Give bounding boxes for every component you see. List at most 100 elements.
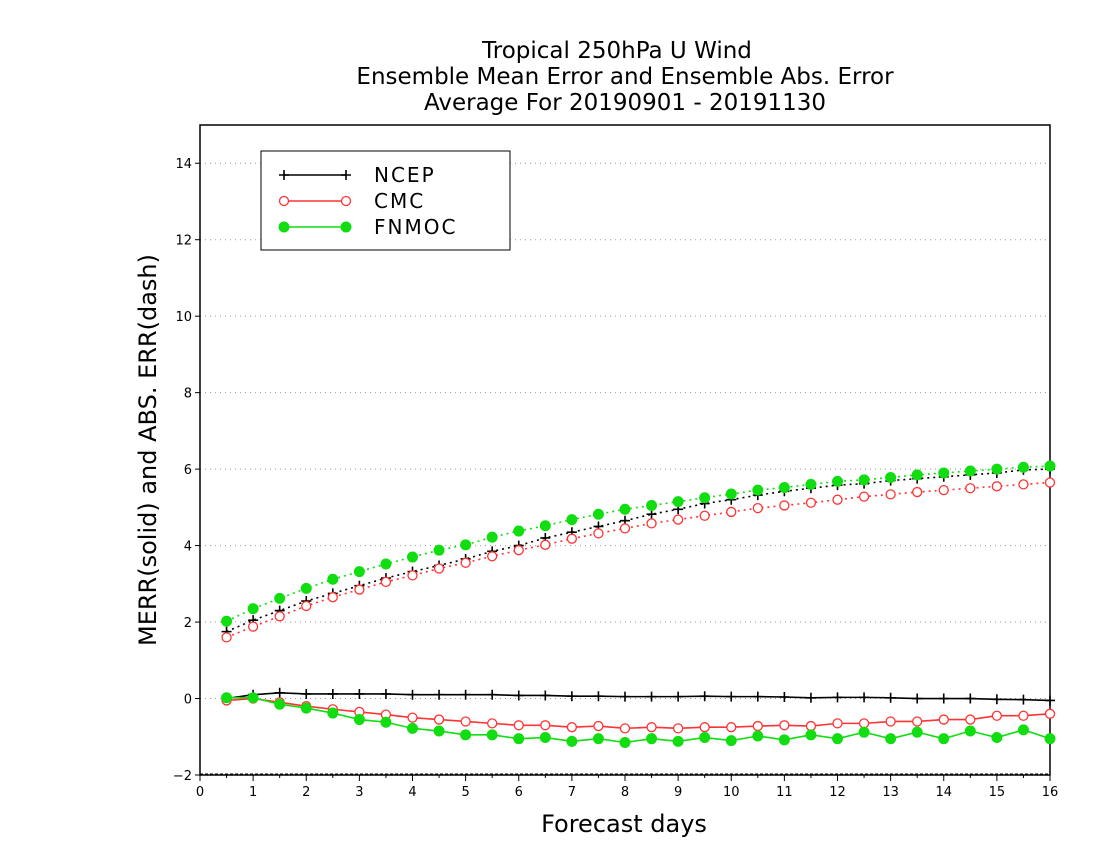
data-point-cmc — [540, 539, 551, 550]
y-axis-label: MERR(solid) and ABS. ERR(dash) — [134, 254, 162, 646]
data-point-fnmoc — [486, 729, 498, 741]
data-point-fnmoc — [300, 582, 312, 594]
data-point-ncep — [673, 691, 684, 702]
data-point-ncep — [859, 692, 870, 703]
data-point-fnmoc — [752, 730, 764, 742]
data-point-cmc — [1018, 710, 1029, 721]
merr-line-cmc — [226, 697, 1051, 730]
data-point-cmc — [274, 611, 285, 622]
data-point-fnmoc — [1017, 461, 1029, 473]
data-point-cmc — [805, 497, 817, 508]
data-point-fnmoc — [991, 463, 1003, 475]
data-point-fnmoc — [805, 478, 817, 490]
data-point-fnmoc — [539, 520, 551, 532]
chart-title-line-2: Ensemble Mean Error and Ensemble Abs. Er… — [356, 64, 894, 90]
data-point-ncep — [274, 687, 285, 698]
data-point-fnmoc — [938, 467, 950, 479]
data-point-fnmoc — [1044, 460, 1056, 472]
x-tick-label: 11 — [776, 785, 793, 800]
data-point-fnmoc — [592, 733, 604, 745]
x-tick-label: 9 — [674, 785, 682, 800]
data-point-cmc — [965, 483, 976, 494]
data-point-cmc — [566, 533, 578, 544]
data-point-fnmoc — [380, 716, 392, 728]
data-point-fnmoc — [646, 499, 658, 511]
data-point-fnmoc — [327, 573, 339, 585]
data-point-fnmoc — [858, 726, 870, 738]
x-tick-label: 6 — [515, 785, 523, 800]
data-point-fnmoc — [247, 603, 259, 615]
data-point-cmc — [433, 714, 445, 725]
abs-err-line-cmc — [226, 481, 1051, 639]
data-point-cmc — [566, 722, 578, 733]
data-point-cmc — [991, 710, 1003, 721]
data-point-cmc — [752, 720, 763, 732]
data-point-cmc — [699, 510, 710, 521]
data-point-fnmoc — [566, 735, 578, 747]
data-point-cmc — [912, 486, 923, 498]
data-point-fnmoc — [1044, 733, 1056, 745]
data-point-ncep — [779, 692, 790, 702]
data-point-cmc — [407, 712, 418, 723]
data-point-cmc — [646, 722, 657, 733]
data-point-fnmoc — [964, 465, 976, 477]
data-point-cmc — [407, 570, 418, 581]
data-point-fnmoc — [380, 558, 392, 570]
data-point-fnmoc — [340, 221, 352, 233]
data-point-fnmoc — [539, 732, 551, 744]
x-tick-label: 16 — [1042, 785, 1059, 800]
data-point-ncep — [540, 690, 551, 701]
data-point-cmc — [619, 723, 631, 734]
x-tick-label: 14 — [935, 785, 952, 800]
data-point-fnmoc — [699, 492, 711, 504]
data-point-cmc — [460, 716, 471, 727]
data-point-fnmoc — [832, 475, 843, 487]
data-point-cmc — [699, 722, 710, 733]
x-tick-label: 3 — [355, 785, 363, 800]
merr-line-ncep — [226, 691, 1051, 702]
data-point-cmc — [805, 720, 817, 732]
x-tick-label: 5 — [461, 785, 469, 800]
data-point-cmc — [832, 494, 843, 505]
data-point-cmc — [513, 545, 524, 556]
chart-title-line-1: Tropical 250hPa U Wind — [481, 38, 752, 64]
data-point-cmc — [672, 514, 684, 525]
data-point-ncep — [593, 691, 604, 702]
data-point-cmc — [619, 523, 631, 534]
data-point-fnmoc — [433, 725, 445, 737]
data-point-cmc — [487, 718, 498, 729]
data-point-cmc — [912, 716, 923, 727]
data-point-cmc — [779, 720, 790, 731]
data-point-cmc — [938, 714, 949, 725]
y-tick-label: 4 — [184, 540, 192, 555]
y-tick-label: 8 — [184, 387, 192, 402]
data-point-ncep — [487, 689, 498, 700]
data-point-ncep — [938, 693, 949, 704]
data-point-cmc — [1018, 479, 1029, 490]
data-point-ncep — [699, 691, 710, 702]
data-point-fnmoc — [858, 474, 870, 486]
data-point-fnmoc — [938, 733, 950, 745]
data-point-cmc — [1044, 708, 1056, 719]
data-point-cmc — [593, 720, 604, 732]
legend-label-fnmoc: FNMOC — [374, 215, 457, 239]
data-point-ncep — [407, 689, 418, 700]
chart-title-line-3: Average For 20190901 - 20191130 — [424, 90, 826, 116]
data-point-fnmoc — [672, 496, 684, 508]
data-point-cmc — [646, 518, 657, 529]
data-point-fnmoc — [885, 733, 897, 745]
y-tick-label: 14 — [175, 157, 192, 172]
data-point-ncep — [912, 693, 923, 704]
data-point-cmc — [540, 720, 551, 731]
data-point-fnmoc — [991, 732, 1003, 744]
data-point-cmc — [221, 632, 232, 643]
data-point-fnmoc — [460, 539, 472, 551]
y-tick-label: 10 — [175, 310, 192, 325]
data-point-fnmoc — [964, 725, 976, 737]
data-point-fnmoc — [699, 732, 711, 744]
data-point-cmc — [487, 551, 498, 562]
data-point-cmc — [340, 195, 352, 207]
data-point-cmc — [380, 576, 392, 588]
